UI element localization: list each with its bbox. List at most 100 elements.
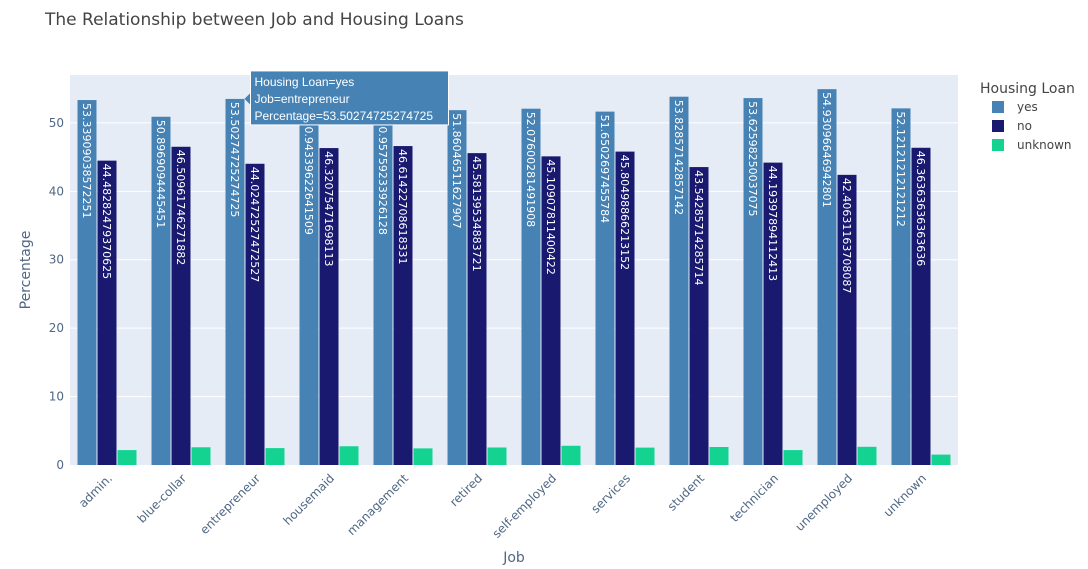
bar-data-label: 54.93096646942801	[820, 92, 833, 207]
tooltip-pointer	[244, 92, 251, 105]
bar-no[interactable]	[837, 174, 857, 465]
x-tick-label: housemaid	[280, 471, 337, 528]
bar-yes[interactable]	[521, 108, 541, 466]
bar-yes[interactable]	[669, 96, 689, 465]
x-tick-label: self-employed	[490, 471, 560, 541]
y-axis-title: Percentage	[18, 231, 34, 310]
gridlines	[70, 122, 958, 398]
bar-data-label: 50.95759233926128	[376, 119, 389, 234]
legend-swatch-yes[interactable]	[992, 101, 1004, 113]
bar-data-label: 50.8969094445451	[154, 120, 167, 228]
bar-data-label: 46.61422708618331	[396, 149, 409, 264]
plot-area	[70, 75, 958, 465]
bar-no[interactable]	[319, 148, 339, 465]
bar-unknown[interactable]	[709, 447, 729, 465]
bar-no[interactable]	[689, 167, 709, 465]
bar-unknown[interactable]	[413, 448, 433, 465]
bar-yes[interactable]	[447, 110, 467, 466]
bar-yes[interactable]	[77, 100, 97, 465]
x-tick-label: retired	[447, 471, 485, 509]
x-axis-title: Job	[502, 550, 525, 566]
bar-data-label: 45.80498866213152	[618, 155, 631, 270]
tooltip-line: Job=entrepreneur	[255, 92, 350, 106]
legend-label-unknown[interactable]: unknown	[1017, 138, 1072, 152]
y-tick-label: 30	[49, 253, 64, 267]
bar-data-label: 46.50961746271882	[174, 150, 187, 265]
x-tick-label: admin.	[76, 471, 115, 510]
bar-unknown[interactable]	[117, 450, 137, 465]
bar-unknown[interactable]	[561, 445, 581, 465]
bar-data-label: 42.40631163708087	[840, 178, 853, 293]
bar-data-label: 44.48282479370625	[100, 164, 113, 279]
legend-swatch-no[interactable]	[992, 120, 1004, 132]
bar-no[interactable]	[541, 156, 561, 465]
x-tick-label: unknown	[881, 471, 929, 519]
y-tick-label: 0	[56, 458, 64, 472]
bar-unknown[interactable]	[339, 446, 359, 465]
bar-data-label: 52.12121212121212	[894, 111, 907, 226]
y-tick-label: 40	[49, 184, 64, 198]
bar-no[interactable]	[911, 147, 931, 465]
bar-yes[interactable]	[817, 89, 837, 465]
chart-title: The Relationship between Job and Housing…	[44, 10, 464, 30]
bar-data-label: 46.36363636363636	[914, 151, 927, 266]
bar-no[interactable]	[97, 160, 117, 465]
bar-data-label: 45.10907811400422	[544, 159, 557, 274]
bar-no[interactable]	[763, 162, 783, 465]
bar-yes[interactable]	[373, 116, 393, 466]
bar-data-label: 45.58139534883721	[470, 156, 483, 271]
x-tick-label: services	[588, 471, 633, 516]
legend-label-yes[interactable]: yes	[1017, 100, 1038, 114]
bar-unknown[interactable]	[191, 447, 211, 465]
bar-unknown[interactable]	[265, 448, 285, 465]
bar-yes[interactable]	[743, 98, 763, 465]
tooltip-line: Housing Loan=yes	[255, 75, 355, 89]
bar-data-label: 51.6502697455784	[598, 115, 611, 223]
legend-swatch-unknown[interactable]	[992, 139, 1004, 151]
bar-no[interactable]	[467, 153, 487, 465]
bar-no[interactable]	[245, 163, 265, 465]
bar-unknown[interactable]	[783, 450, 803, 465]
legend-label-no[interactable]: no	[1017, 119, 1032, 133]
bar-data-label: 46.32075471698113	[322, 151, 335, 266]
bar-yes[interactable]	[299, 116, 319, 466]
bar-no[interactable]	[171, 146, 191, 465]
bar-unknown[interactable]	[931, 454, 951, 465]
x-tick-label: blue-collar	[135, 471, 190, 526]
x-tick-label: student	[665, 471, 708, 514]
bar-yes[interactable]	[595, 111, 615, 465]
bar-data-label: 52.07600281491908	[524, 112, 537, 227]
x-tick-label: unemployed	[792, 471, 855, 534]
y-tick-label: 20	[49, 321, 64, 335]
y-tick-label: 50	[49, 116, 64, 130]
bar-data-label: 53.33909038572251	[80, 103, 93, 218]
bar-data-label: 43.54285714285714	[692, 170, 705, 285]
bar-yes[interactable]	[225, 98, 245, 465]
bars: 53.33909038572251 44.48282479370625 50.896…	[77, 89, 951, 466]
y-tick-label: 10	[49, 390, 64, 404]
bar-data-label: 53.82857142857142	[672, 100, 685, 215]
bar-data-label: 53.50274725274725	[228, 102, 241, 217]
bar-data-label: 44.19397894112413	[766, 166, 779, 281]
hover-tooltip: Housing Loan=yes Job=entrepreneur Percenta…	[244, 70, 449, 126]
x-tick-label: entrepreneur	[197, 471, 263, 537]
legend: Housing Loan yes no unknown	[980, 81, 1075, 152]
bar-unknown[interactable]	[857, 446, 877, 465]
bar-no[interactable]	[615, 151, 635, 465]
bar-data-label: 51.86046511627907	[450, 113, 463, 228]
bar-unknown[interactable]	[487, 447, 507, 465]
x-tick-label: technician	[727, 471, 781, 525]
bar-data-label: 53.62598250037075	[746, 101, 759, 216]
y-tick-labels: 0 10 20 30 40 50	[49, 116, 64, 472]
legend-title: Housing Loan	[980, 81, 1075, 97]
bar-unknown[interactable]	[635, 447, 655, 465]
x-tick-labels: admin. blue-collar entrepreneur housemaid ma…	[76, 471, 929, 541]
bar-yes[interactable]	[151, 116, 171, 465]
bar-yes[interactable]	[891, 108, 911, 466]
bar-no[interactable]	[393, 146, 413, 465]
bar-data-label: 50.94339622641509	[302, 119, 315, 234]
bar-data-label: 44.02472527472527	[248, 167, 261, 282]
x-tick-label: management	[344, 471, 411, 538]
tooltip-box	[250, 70, 449, 126]
